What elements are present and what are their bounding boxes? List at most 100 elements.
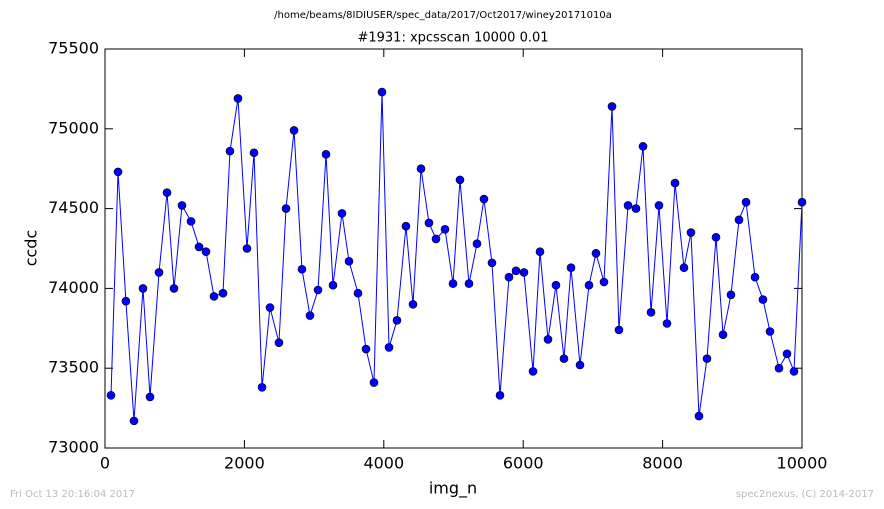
data-point xyxy=(440,225,450,234)
data-point xyxy=(313,285,323,295)
y-tick-label: 74000 xyxy=(48,278,99,297)
data-point xyxy=(321,150,331,159)
data-point xyxy=(566,263,576,272)
y-tick-label: 73500 xyxy=(48,358,99,377)
data-point xyxy=(431,234,441,244)
data-point xyxy=(225,146,235,156)
data-point xyxy=(614,325,624,335)
data-point xyxy=(305,311,315,320)
data-point xyxy=(194,242,204,252)
y-tick-label: 73000 xyxy=(48,438,99,457)
data-point xyxy=(249,148,259,158)
data-point xyxy=(711,233,721,242)
data-point xyxy=(758,295,768,304)
data-point xyxy=(623,201,633,210)
data-point xyxy=(353,288,363,298)
data-point xyxy=(646,308,656,317)
data-point xyxy=(504,272,514,282)
data-point xyxy=(511,266,521,276)
data-point xyxy=(638,142,648,151)
suptitle: /home/beams/8IDIUSER/spec_data/2017/Oct2… xyxy=(274,10,612,21)
x-axis-label: img_n xyxy=(429,479,477,499)
data-point xyxy=(233,94,243,103)
data-point xyxy=(543,335,553,344)
data-point xyxy=(408,300,418,309)
data-point xyxy=(519,268,529,277)
data-point xyxy=(797,197,807,207)
data-point xyxy=(138,284,148,293)
data-point xyxy=(686,228,696,237)
data-point xyxy=(694,411,704,421)
data-point xyxy=(121,296,131,306)
data-point xyxy=(218,288,228,298)
data-point xyxy=(654,201,664,210)
y-tick-label: 75000 xyxy=(48,118,99,137)
data-point xyxy=(750,272,760,282)
data-point xyxy=(741,197,751,207)
data-point xyxy=(584,280,594,290)
data-point xyxy=(487,258,497,268)
data-point xyxy=(145,392,155,402)
data-point xyxy=(702,354,712,363)
data-point xyxy=(361,344,371,354)
data-point xyxy=(169,284,179,293)
data-point xyxy=(416,164,426,173)
data-point xyxy=(765,327,775,336)
data-point xyxy=(631,204,641,213)
y-tick-label: 74500 xyxy=(48,198,99,217)
data-point xyxy=(591,248,601,258)
data-point xyxy=(177,201,187,210)
data-point xyxy=(535,247,545,256)
data-point xyxy=(337,209,347,218)
data-point xyxy=(559,354,569,363)
x-tick-label: 10000 xyxy=(777,454,828,473)
data-point xyxy=(551,280,561,290)
data-point xyxy=(344,256,354,266)
data-point xyxy=(495,391,505,400)
data-point xyxy=(670,178,680,188)
data-point xyxy=(718,330,728,339)
data-point xyxy=(424,218,434,228)
y-axis-label: ccdc xyxy=(22,230,41,267)
data-point xyxy=(464,279,474,288)
data-point xyxy=(734,215,744,225)
data-point xyxy=(369,378,379,387)
data-point xyxy=(401,221,411,231)
data-point xyxy=(479,194,489,204)
x-tick-label: 8000 xyxy=(642,454,683,473)
data-point xyxy=(201,247,211,256)
data-point xyxy=(599,277,609,287)
x-tick-label: 2000 xyxy=(224,454,265,473)
x-tick-label: 6000 xyxy=(503,454,544,473)
y-tick-label: 75500 xyxy=(48,39,99,58)
data-point xyxy=(679,263,689,272)
data-point xyxy=(113,167,123,177)
data-point xyxy=(242,244,252,253)
data-point xyxy=(774,363,784,373)
footer-right: spec2nexus, (C) 2014-2017 xyxy=(736,489,874,500)
data-point xyxy=(448,279,458,288)
data-point xyxy=(575,360,585,370)
data-point xyxy=(328,280,338,290)
data-point xyxy=(106,391,116,400)
data-point xyxy=(472,239,482,249)
data-point xyxy=(662,319,672,328)
data-line xyxy=(110,92,803,421)
data-point xyxy=(455,175,465,185)
data-point xyxy=(281,204,291,213)
data-point xyxy=(162,188,172,197)
data-point xyxy=(186,217,196,226)
data-point xyxy=(289,126,299,135)
data-point xyxy=(257,383,267,392)
x-tick-label: 4000 xyxy=(363,454,404,473)
plot-frame xyxy=(104,48,803,449)
footer-left: Fri Oct 13 20:16:04 2017 xyxy=(10,489,135,500)
data-point xyxy=(377,87,387,97)
data-point xyxy=(154,268,164,277)
data-point xyxy=(274,338,284,347)
data-point xyxy=(392,316,402,325)
data-point xyxy=(528,367,538,376)
data-point xyxy=(782,349,792,359)
data-point xyxy=(209,292,219,301)
x-tick-label: 0 xyxy=(100,454,110,473)
